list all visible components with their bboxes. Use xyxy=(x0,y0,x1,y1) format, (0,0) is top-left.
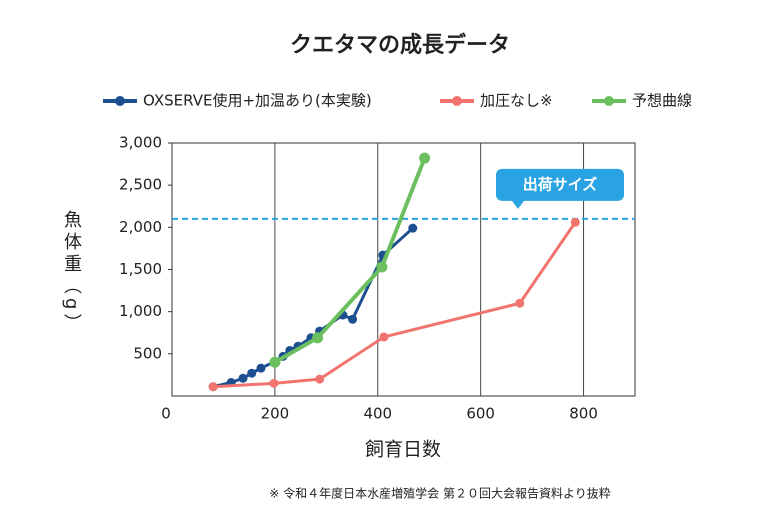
legend-marker xyxy=(115,96,125,106)
series-line xyxy=(273,157,427,365)
y-tick-label: 500 xyxy=(133,344,162,362)
x-tick-label: 600 xyxy=(466,405,495,423)
legend-marker xyxy=(604,96,614,106)
data-point xyxy=(256,363,266,373)
x-tick-label: 800 xyxy=(569,405,598,423)
y-tick-label: 1,500 xyxy=(119,260,162,278)
legend-label: 加圧なし※ xyxy=(480,92,553,110)
data-point xyxy=(408,223,418,233)
series-line xyxy=(213,221,577,389)
callout-text: 出荷サイズ xyxy=(523,175,598,193)
chart-title: クエタマの成長データ xyxy=(290,32,510,58)
y-tick-label: 2,500 xyxy=(119,176,162,194)
data-point xyxy=(208,382,218,392)
legend-label: OXSERVE使用+加温あり(本実験) xyxy=(143,92,372,110)
x-tick-label: 400 xyxy=(363,405,392,423)
legend-label: 予想曲線 xyxy=(632,92,692,110)
data-point xyxy=(238,373,248,383)
x-tick-label: 200 xyxy=(261,405,290,423)
data-point xyxy=(312,332,324,344)
data-point xyxy=(570,217,580,227)
y-tick-label: 3,000 xyxy=(119,134,162,152)
callout-box xyxy=(496,168,624,209)
x-tick-label: 0 xyxy=(161,405,171,423)
data-point xyxy=(269,378,279,388)
y-axis-label: 魚体重（g） xyxy=(61,210,82,336)
data-point xyxy=(269,356,281,368)
data-point xyxy=(419,152,431,164)
footnote: ※ 令和４年度日本水産増殖学会 第２０回大会報告資料より抜粋 xyxy=(269,486,610,501)
x-axis-label: 飼育日数 xyxy=(365,439,441,461)
data-point xyxy=(515,298,525,308)
data-point xyxy=(348,314,358,324)
legend-marker xyxy=(452,96,462,106)
data-point xyxy=(379,332,389,342)
data-point xyxy=(376,261,388,273)
data-point xyxy=(315,374,325,384)
y-tick-label: 2,000 xyxy=(119,218,162,236)
data-point xyxy=(247,368,257,378)
y-tick-label: 1,000 xyxy=(119,302,162,320)
